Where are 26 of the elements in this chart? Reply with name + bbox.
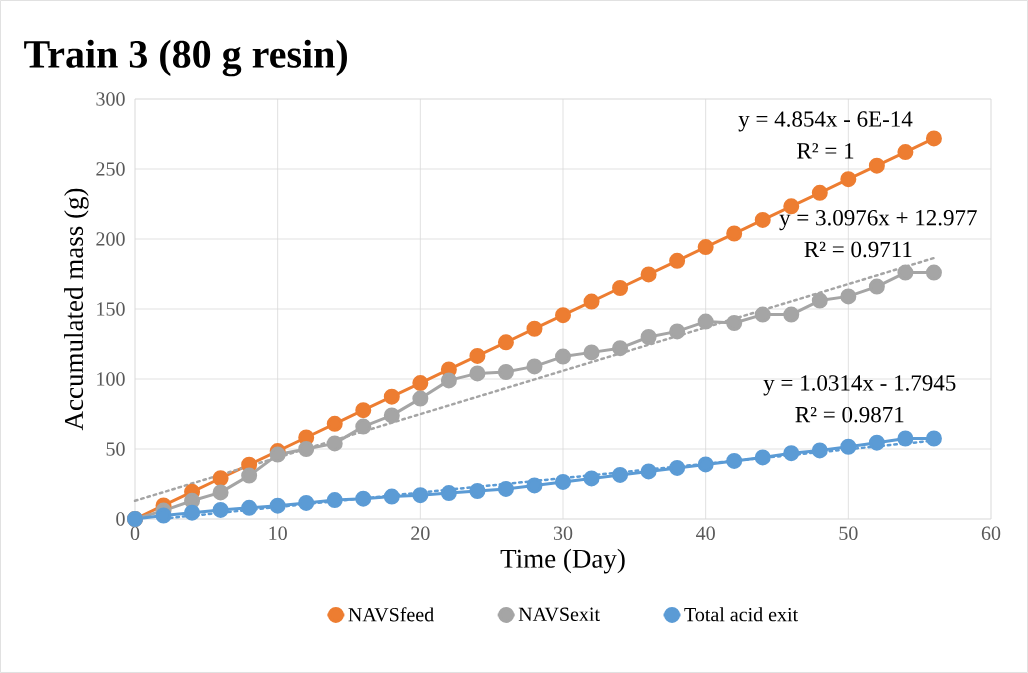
annotation: R² = 0.9871 [795,406,904,423]
legend-label: NAVSexit [518,607,600,622]
y-tick-label: 50 [106,442,125,456]
x-axis-title: Time (Day) [500,548,625,574]
y-tick-label: 0 [116,512,125,526]
annotation: R² = 1 [797,143,854,159]
annotation: y = 4.854x - 6E-14 [738,111,913,132]
legend-label: Total acid exit [684,607,799,622]
x-tick-label: 40 [696,526,715,541]
x-tick-label: 10 [269,526,287,541]
y-tick-label: 200 [96,232,125,246]
y-axis-title: Accumulated mass (g) [64,188,89,431]
y-tick-label: 150 [97,302,125,316]
x-tick-label: 30 [553,526,573,541]
annotation: y = 1.0314x - 1.7945 [763,375,956,396]
x-tick-label: 0 [130,526,140,541]
x-tick-label: 50 [839,526,858,541]
legend-label: NAVSfeed [348,607,434,622]
annotation: R² = 0.9711 [804,241,912,258]
y-tick-label: 300 [96,92,125,106]
x-tick-label: 60 [981,526,1001,541]
y-tick-label: 100 [97,372,125,386]
y-tick-label: 250 [96,162,125,176]
annotation: y = 3.0976x + 12.977 [779,209,977,231]
x-tick-label: 20 [411,526,430,541]
chart-title: Train 3 (80 g resin) [24,39,347,77]
